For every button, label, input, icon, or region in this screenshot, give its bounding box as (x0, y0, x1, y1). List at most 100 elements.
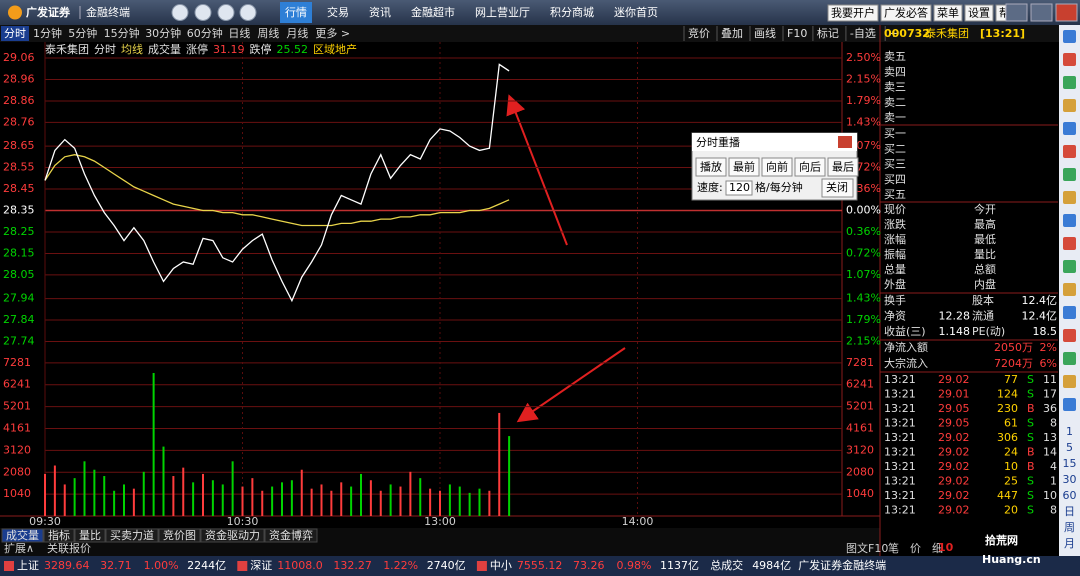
sub-tab[interactable] (1, 528, 44, 543)
side-period[interactable]: 5 (1066, 441, 1073, 454)
panel-tab[interactable]: 图文F10 (846, 541, 888, 555)
window-control[interactable] (1055, 3, 1078, 22)
dialog-button[interactable] (695, 157, 727, 177)
dialog-button-label[interactable]: 最后 (832, 161, 854, 174)
side-icon[interactable] (1063, 283, 1076, 296)
sub-tab-label[interactable]: 买卖力道 (110, 528, 154, 542)
side-icon[interactable] (1063, 53, 1076, 66)
sub-tab-label[interactable]: 指标 (48, 528, 70, 542)
sub-tab[interactable] (74, 528, 106, 543)
nav-tab[interactable]: 资讯 (369, 6, 391, 19)
top-button-label[interactable]: 设置 (968, 7, 990, 20)
nav-button[interactable] (239, 4, 257, 21)
tool-button[interactable]: 竞价 (688, 26, 710, 40)
side-icon[interactable] (1063, 306, 1076, 319)
side-icon[interactable] (1063, 237, 1076, 250)
side-icon[interactable] (1063, 145, 1076, 158)
side-period[interactable]: 月 (1064, 537, 1075, 550)
window-control[interactable] (1030, 3, 1053, 22)
nav-button[interactable] (217, 4, 235, 21)
side-icon[interactable] (1063, 260, 1076, 273)
side-icon[interactable] (1063, 30, 1076, 43)
side-period[interactable]: 1 (1066, 425, 1073, 438)
dialog-button-label[interactable]: 最前 (733, 160, 755, 174)
period-tab[interactable]: 60分钟 (187, 26, 223, 40)
nav-button[interactable] (194, 4, 212, 21)
side-icon[interactable] (1063, 398, 1076, 411)
side-period[interactable]: 30 (1063, 473, 1077, 486)
dialog-button[interactable] (821, 178, 854, 198)
side-icon[interactable] (1063, 329, 1076, 342)
panel-tab[interactable]: 笔 (888, 541, 899, 555)
dialog-button[interactable] (827, 157, 859, 177)
sub-tab[interactable] (105, 528, 159, 543)
side-period[interactable]: 60 (1063, 489, 1077, 502)
dialog-button[interactable] (761, 157, 793, 177)
speed-value[interactable]: 120 (729, 181, 750, 194)
sub-tab[interactable] (43, 528, 75, 543)
period-tab[interactable]: 日线 (228, 26, 250, 40)
speed-input[interactable] (725, 180, 753, 196)
sub-tab-label[interactable]: 竞价图 (163, 528, 196, 542)
extra-tab[interactable]: 扩展∧ (4, 541, 34, 555)
nav-tab[interactable]: 积分商城 (550, 5, 594, 19)
side-icon[interactable] (1063, 375, 1076, 388)
top-button[interactable] (827, 4, 879, 22)
period-tab[interactable]: 月线 (286, 26, 308, 40)
pct-tick-label: 0.72% (846, 246, 881, 259)
extra-tab[interactable]: 关联报价 (47, 541, 91, 555)
side-period[interactable]: 周 (1064, 521, 1075, 534)
tool-button[interactable]: F10 (787, 27, 807, 40)
nav-tab[interactable]: 迷你首页 (614, 5, 658, 19)
dialog-close-x[interactable] (838, 136, 852, 148)
tool-button[interactable]: 叠加 (721, 27, 743, 40)
dialog-button-label[interactable]: 向前 (766, 160, 788, 174)
sub-tab-label[interactable]: 量比 (79, 529, 101, 542)
sub-tab[interactable] (264, 528, 318, 543)
nav-tab[interactable]: 网上营业厅 (475, 5, 530, 19)
nav-button[interactable] (171, 4, 189, 21)
top-button[interactable] (880, 4, 932, 22)
period-tab[interactable]: 分时 (4, 27, 26, 40)
tool-button[interactable]: + (889, 27, 898, 40)
nav-tab[interactable]: 交易 (327, 5, 349, 19)
side-period[interactable]: 日 (1064, 505, 1075, 518)
period-tab[interactable]: 更多 > (315, 26, 350, 40)
side-icon[interactable] (1063, 168, 1076, 181)
side-period[interactable]: 15 (1063, 457, 1077, 470)
period-tab[interactable]: 周线 (257, 26, 279, 40)
top-button-label[interactable]: 广发必答 (884, 6, 928, 20)
top-button[interactable] (964, 4, 994, 22)
side-icon[interactable] (1063, 191, 1076, 204)
period-tab[interactable]: 30分钟 (145, 26, 181, 40)
top-button-label[interactable]: 我要开户 (831, 6, 875, 20)
side-icon[interactable] (1063, 352, 1076, 365)
tool-button[interactable]: 画线 (754, 26, 776, 40)
dialog-button-label[interactable]: 向后 (799, 160, 821, 174)
sub-tab[interactable] (158, 528, 201, 543)
period-tab[interactable]: 1分钟 (33, 26, 62, 40)
sub-tab-label[interactable]: 资金博弈 (269, 528, 313, 542)
dialog-button-label[interactable]: 播放 (700, 160, 722, 174)
window-control[interactable] (1005, 3, 1028, 22)
period-tab[interactable]: 15分钟 (104, 26, 140, 40)
panel-tab[interactable]: 细 (932, 542, 943, 555)
nav-tab[interactable]: 行情 (285, 6, 307, 19)
sub-tab[interactable] (200, 528, 265, 543)
dialog-button[interactable] (794, 157, 826, 177)
dialog-close[interactable]: 关闭 (826, 180, 848, 194)
nav-tab[interactable]: 金融超市 (411, 5, 455, 19)
sub-tab-label[interactable]: 资金驱动力 (205, 528, 260, 542)
side-icon[interactable] (1063, 214, 1076, 227)
side-icon[interactable] (1063, 122, 1076, 135)
tool-button[interactable]: 标记 (817, 26, 839, 40)
top-button-label[interactable]: 菜单 (937, 7, 959, 20)
panel-tab[interactable]: 价 (910, 542, 921, 555)
period-tab[interactable]: 5分钟 (68, 26, 97, 40)
side-icon[interactable] (1063, 99, 1076, 112)
dialog-button[interactable] (728, 157, 760, 177)
side-icon[interactable] (1063, 76, 1076, 89)
sub-tab-label[interactable]: 成交量 (6, 528, 39, 542)
top-button[interactable] (933, 4, 963, 22)
tool-button[interactable]: -自选 (850, 27, 876, 40)
